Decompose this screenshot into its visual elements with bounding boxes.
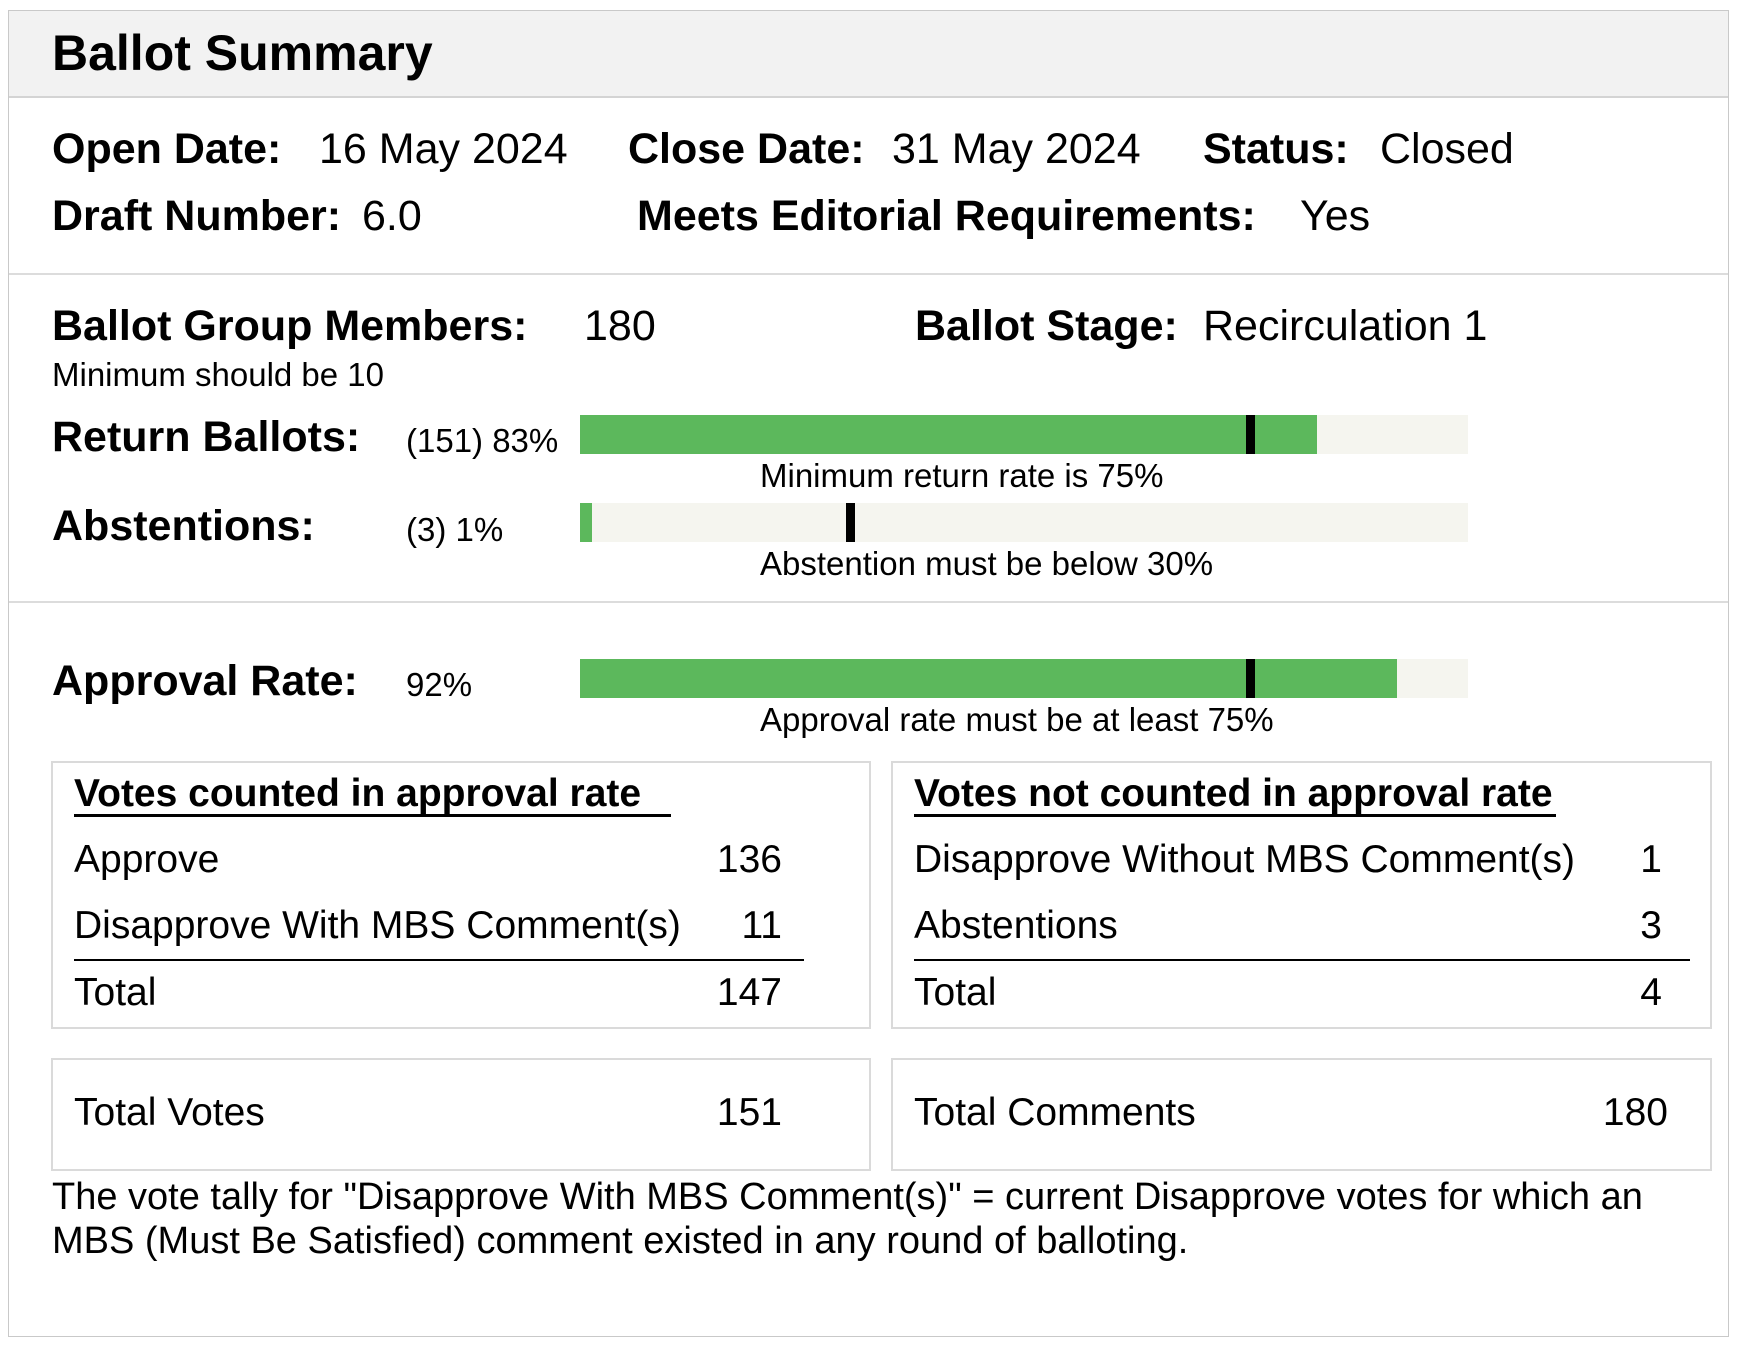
title-bar — [9, 11, 1728, 98]
total-comments-value: 180 — [1602, 1091, 1668, 1134]
draft-number-value: 6.0 — [362, 192, 422, 240]
close-date-label: Close Date: — [628, 125, 865, 173]
abstentions-threshold-marker — [846, 503, 855, 542]
counted-row-label: Disapprove With MBS Comment(s) — [74, 904, 681, 947]
total-votes-label: Total Votes — [74, 1091, 265, 1134]
counted-total-rule — [74, 959, 804, 961]
ballot-group-members-value: 180 — [584, 302, 656, 350]
abstentions-bar-fill — [580, 503, 592, 542]
abstentions-label: Abstentions: — [52, 502, 315, 550]
return-ballots-bar-fill — [580, 415, 1317, 454]
votes-not-counted-box — [891, 761, 1712, 1029]
editorial-requirements-value: Yes — [1300, 192, 1371, 240]
not-counted-row-label: Abstentions — [914, 904, 1118, 947]
editorial-requirements-label: Meets Editorial Requirements: — [637, 192, 1256, 240]
not-counted-row-label: Disapprove Without MBS Comment(s) — [914, 838, 1576, 881]
votes-counted-heading: Votes counted in approval rate — [74, 772, 642, 815]
ballot-group-members-label: Ballot Group Members: — [52, 302, 528, 350]
total-comments-box — [891, 1058, 1712, 1171]
abstentions-value: (3) 1% — [406, 511, 504, 548]
approval-rate-bar — [580, 659, 1468, 698]
abstentions-note: Abstention must be below 30% — [760, 545, 1214, 582]
counted-total-value: 147 — [716, 971, 782, 1014]
counted-total-label: Total — [74, 971, 157, 1014]
votes-not-counted-heading-underline — [914, 814, 1556, 817]
not-counted-row-value: 3 — [1640, 904, 1662, 947]
not-counted-total-rule — [914, 959, 1690, 961]
return-ballots-bar — [580, 415, 1468, 454]
open-date-label: Open Date: — [52, 125, 282, 173]
status-label: Status: — [1203, 125, 1349, 173]
counted-row-value: 136 — [716, 838, 782, 881]
approval-rate-bar-fill — [580, 659, 1397, 698]
page-title: Ballot Summary — [52, 25, 433, 81]
return-ballots-value: (151) 83% — [406, 422, 559, 459]
section-divider — [9, 601, 1728, 603]
ballot-stage-value: Recirculation 1 — [1203, 302, 1488, 350]
votes-counted-box — [51, 761, 871, 1029]
approval-rate-value: 92% — [406, 666, 473, 703]
open-date-value: 16 May 2024 — [319, 125, 568, 173]
abstentions-bar — [580, 503, 1468, 542]
draft-number-label: Draft Number: — [52, 192, 342, 240]
return-ballots-threshold-marker — [1246, 415, 1255, 454]
counted-row-label: Approve — [74, 838, 220, 881]
members-minimum-note: Minimum should be 10 — [52, 356, 384, 393]
section-divider — [9, 273, 1728, 275]
footnote: The vote tally for "Disapprove With MBS … — [52, 1176, 1643, 1262]
total-comments-label: Total Comments — [914, 1091, 1196, 1134]
approval-rate-note: Approval rate must be at least 75% — [760, 701, 1274, 738]
not-counted-row-value: 1 — [1640, 838, 1662, 881]
approval-rate-threshold-marker — [1246, 659, 1255, 698]
ballot-summary-panel — [8, 10, 1729, 1337]
approval-rate-label: Approval Rate: — [52, 657, 358, 705]
votes-not-counted-heading: Votes not counted in approval rate — [914, 772, 1553, 815]
return-ballots-note: Minimum return rate is 75% — [760, 457, 1164, 494]
total-votes-value: 151 — [716, 1091, 782, 1134]
not-counted-total-value: 4 — [1640, 971, 1662, 1014]
not-counted-total-label: Total — [914, 971, 997, 1014]
counted-row-value: 11 — [741, 904, 783, 947]
ballot-stage-label: Ballot Stage: — [915, 302, 1178, 350]
total-votes-box — [51, 1058, 871, 1171]
return-ballots-label: Return Ballots: — [52, 413, 361, 461]
close-date-value: 31 May 2024 — [892, 125, 1141, 173]
status-value: Closed — [1380, 125, 1514, 173]
votes-counted-heading-underline — [74, 814, 671, 817]
